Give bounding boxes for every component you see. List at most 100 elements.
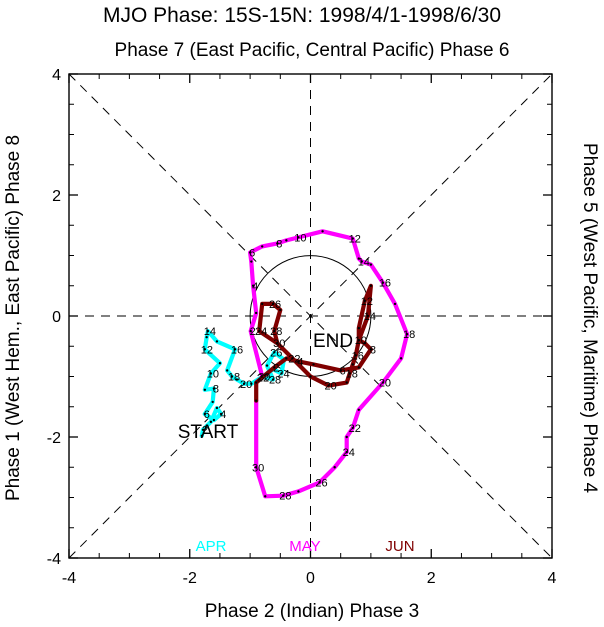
point-may	[393, 302, 397, 306]
point-apr	[211, 400, 214, 404]
point-may	[357, 257, 360, 260]
point-apr	[203, 412, 207, 416]
day-label-may: 16	[379, 278, 391, 290]
point-jun	[351, 363, 354, 366]
day-label-apr: 2	[202, 425, 208, 437]
day-label-may: 18	[403, 329, 415, 341]
point-jun	[366, 314, 370, 318]
point-apr	[209, 420, 213, 424]
point-jun	[357, 339, 360, 342]
day-label-apr: 4	[220, 409, 226, 421]
grid-line-diagonal-down	[68, 73, 553, 559]
y-tick-label: 4	[52, 67, 61, 84]
day-label-may: 20	[379, 378, 391, 390]
point-may	[399, 357, 403, 360]
point-may	[276, 242, 279, 245]
day-label-apr: 6	[204, 409, 210, 421]
point-may	[297, 236, 300, 239]
point-apr	[200, 434, 204, 437]
point-may	[254, 311, 258, 315]
day-label-jun: 30	[273, 338, 285, 350]
point-jun	[348, 372, 351, 375]
day-label-apr: 18	[228, 372, 240, 384]
day-label-may: 6	[249, 247, 255, 259]
point-jun	[339, 369, 342, 372]
point-jun	[261, 302, 264, 306]
point-may	[405, 332, 409, 336]
point-apr	[215, 406, 219, 410]
point-may	[360, 260, 364, 263]
point-jun	[273, 329, 276, 333]
x-tick-label: -4	[62, 570, 76, 587]
legend-jun: JUN	[385, 538, 414, 555]
point-jun	[254, 399, 258, 402]
point-apr	[209, 372, 213, 375]
point-may	[261, 245, 264, 248]
point-may	[250, 260, 253, 263]
point-jun	[279, 308, 282, 312]
point-apr	[265, 364, 269, 367]
point-may	[351, 426, 354, 430]
point-may	[333, 466, 336, 469]
point-jun	[345, 381, 348, 384]
point-apr	[271, 378, 275, 381]
point-jun	[291, 357, 294, 360]
point-jun	[271, 302, 275, 306]
point-may	[351, 237, 354, 240]
day-label-apr: 28	[269, 375, 281, 387]
point-jun	[309, 375, 312, 378]
chart-title: MJO Phase: 15S-15N: 1998/4/1-1998/6/30	[103, 4, 501, 27]
point-apr	[242, 382, 246, 385]
x-tick-label: -2	[183, 570, 197, 587]
point-jun	[354, 354, 357, 357]
point-apr	[273, 351, 276, 354]
point-apr	[212, 387, 216, 390]
day-label-may: 10	[294, 232, 306, 244]
point-may	[264, 495, 267, 498]
day-label-jun: 2	[273, 362, 279, 374]
day-label-jun: 4	[297, 356, 303, 368]
x-tick-label: 2	[427, 570, 436, 587]
y-tick-label: 0	[52, 309, 61, 326]
point-jun	[363, 299, 367, 303]
y-axis-label-right: Phase 5 (West Pacific, Maritime) Phase 4	[579, 143, 600, 494]
end-annotation: END	[313, 331, 353, 352]
point-jun	[285, 357, 288, 360]
point-apr	[212, 418, 216, 422]
point-may	[369, 263, 373, 266]
x-tick-label: 4	[548, 570, 557, 587]
point-jun	[297, 360, 300, 363]
day-label-apr: 26	[270, 347, 282, 359]
point-jun	[369, 284, 373, 287]
point-may	[321, 230, 324, 233]
day-label-jun: 10	[355, 335, 367, 347]
point-jun	[257, 329, 261, 333]
y-tick-label: -2	[47, 430, 61, 447]
point-apr	[280, 372, 283, 375]
point-jun	[312, 363, 315, 366]
point-may	[318, 481, 321, 484]
point-apr	[230, 375, 234, 378]
day-label-apr: 8	[213, 384, 219, 396]
legend-may: MAY	[289, 538, 320, 555]
point-jun	[363, 342, 367, 345]
series-line-apr	[199, 329, 286, 438]
y-axis-label-left: Phase 1 (West Hem., East Pacific) Phase …	[3, 135, 24, 501]
day-label-jun: 18	[346, 368, 358, 380]
day-label-jun: 22	[288, 353, 300, 365]
day-label-may: 30	[252, 462, 264, 474]
point-may	[248, 251, 252, 254]
x-axis-label: Phase 2 (Indian) Phase 3	[205, 601, 419, 622]
day-label-may: 24	[343, 447, 355, 459]
point-may	[285, 239, 288, 242]
point-apr	[206, 329, 210, 333]
point-apr	[219, 412, 223, 416]
point-apr	[203, 348, 207, 351]
point-jun	[276, 342, 279, 345]
point-apr	[201, 428, 205, 431]
day-label-jun: 8	[370, 344, 376, 356]
point-jun	[357, 326, 360, 330]
point-jun	[369, 348, 373, 351]
